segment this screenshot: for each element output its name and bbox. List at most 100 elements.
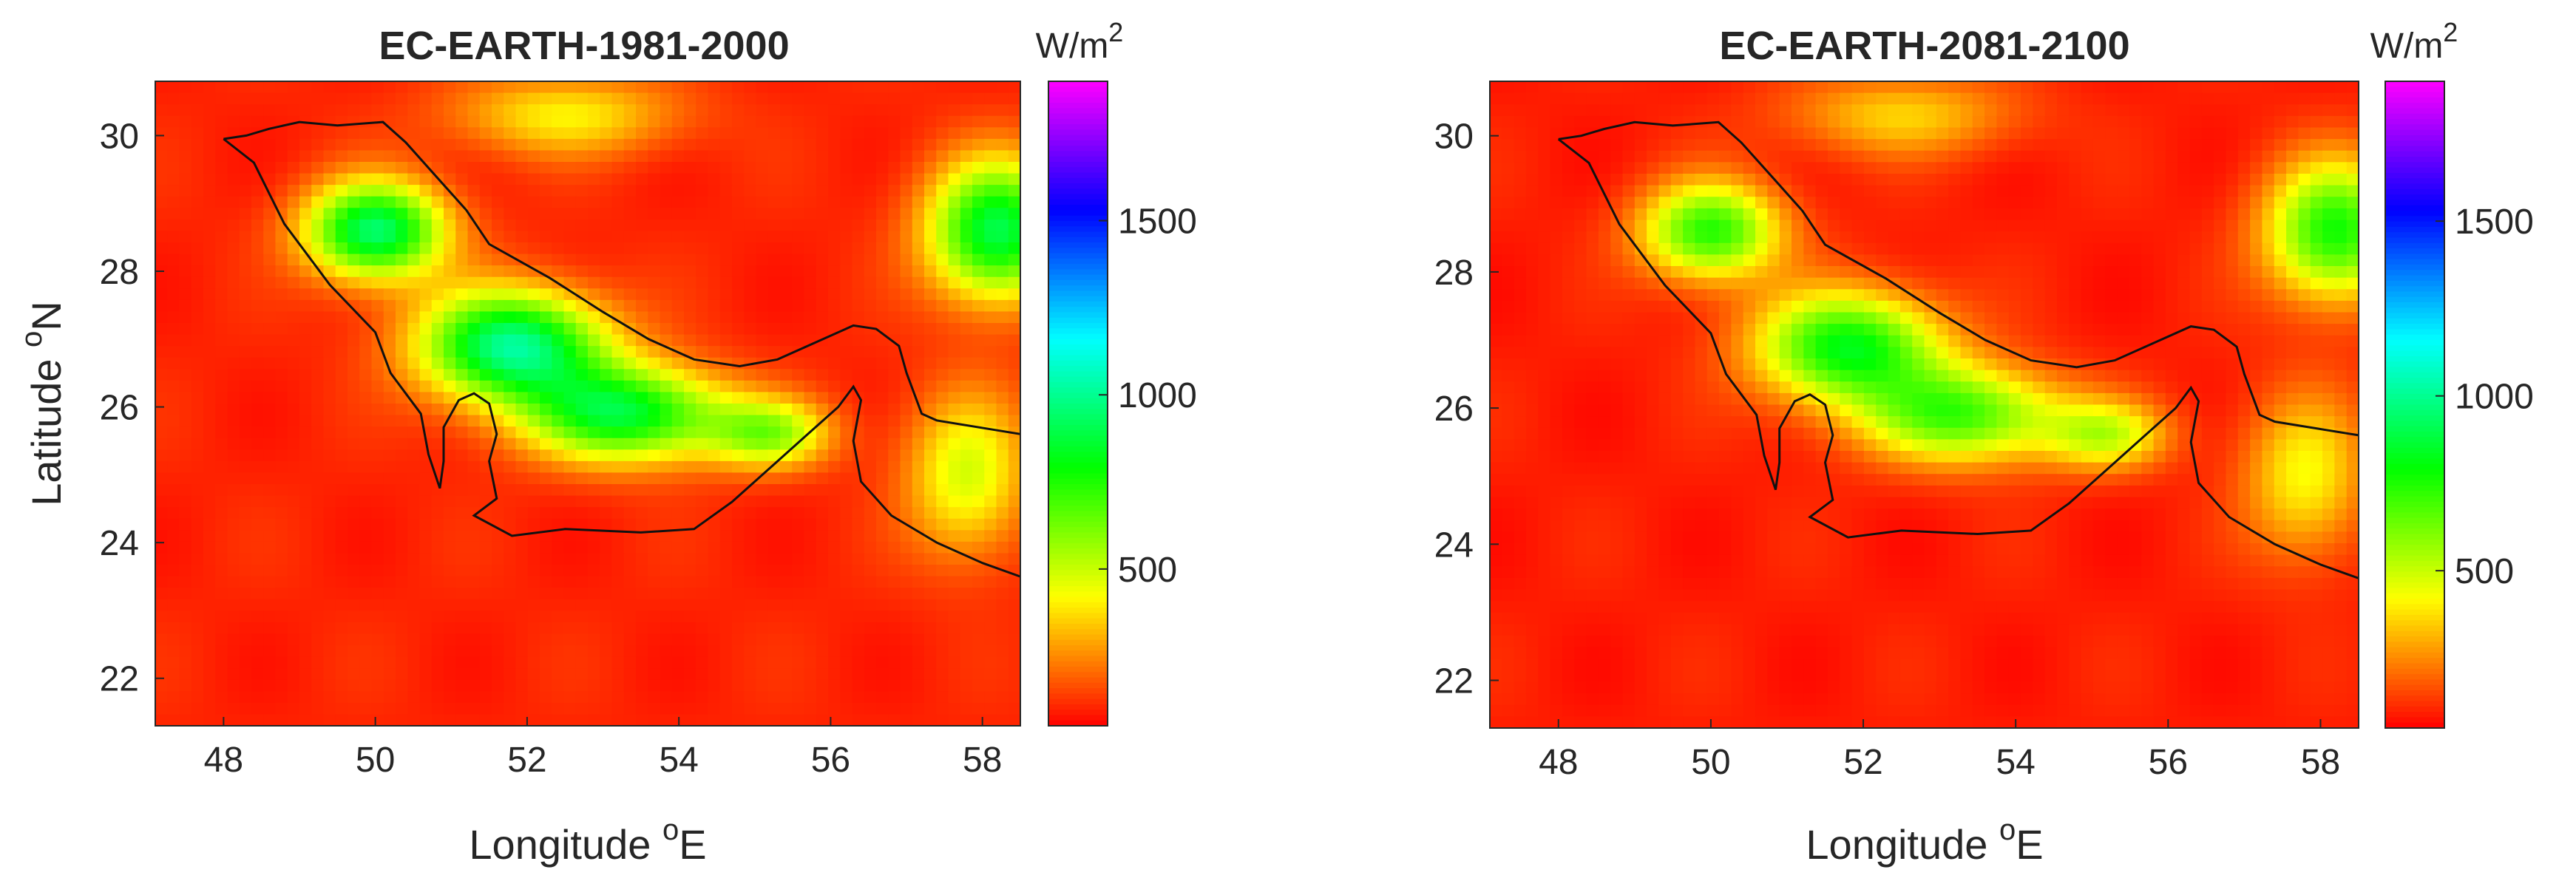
heatmap-cell (816, 311, 829, 324)
heatmap-cell (984, 288, 997, 301)
heatmap-cell (852, 311, 865, 324)
heatmap-cell (996, 610, 1009, 623)
heatmap-cell (2262, 185, 2275, 197)
heatmap-cell (311, 610, 325, 623)
heatmap-cell (359, 173, 373, 186)
heatmap-cell (155, 588, 168, 600)
heatmap-cell (828, 656, 841, 669)
heatmap-cell (804, 346, 817, 358)
heatmap-cell (275, 622, 288, 635)
heatmap-cell (1683, 92, 1696, 105)
heatmap-cell (767, 691, 781, 704)
heatmap-cell (1695, 162, 1708, 174)
heatmap-cell (515, 231, 529, 243)
heatmap-cell (323, 150, 336, 163)
panel-title: EC-EARTH-2081-2100 (1719, 24, 2129, 68)
heatmap-cell (948, 668, 961, 681)
heatmap-cell (756, 404, 769, 416)
heatmap-cell (732, 150, 745, 163)
heatmap-cell (1008, 633, 1021, 646)
heatmap-cell (299, 714, 312, 727)
heatmap-cell (600, 196, 613, 208)
heatmap-cell (1827, 174, 1840, 186)
heatmap-cell (888, 173, 901, 186)
heatmap-cell (756, 231, 769, 243)
heatmap-cell (696, 115, 709, 128)
heatmap-cell (2044, 127, 2058, 140)
heatmap-cell (227, 679, 240, 692)
heatmap-cell (984, 254, 997, 266)
heatmap-cell (636, 242, 648, 255)
heatmap-cell (299, 346, 312, 358)
heatmap-cell (504, 208, 517, 220)
heatmap-cell (996, 588, 1009, 600)
heatmap-cell (972, 576, 985, 588)
heatmap-cell (155, 162, 168, 174)
heatmap-cell (924, 346, 937, 358)
heatmap-cell (756, 518, 769, 531)
heatmap-cell (348, 691, 360, 704)
heatmap-cell (828, 599, 841, 611)
heatmap-cell (263, 484, 277, 497)
heatmap-cell (167, 357, 180, 370)
heatmap-cell (2092, 81, 2106, 94)
heatmap-cell (660, 472, 673, 485)
colorbar-swatch (1048, 559, 1108, 565)
heatmap-cell (636, 415, 648, 427)
heatmap-cell (1888, 185, 1901, 197)
heatmap-cell (431, 196, 444, 208)
heatmap-cell (552, 691, 565, 704)
heatmap-cell (155, 553, 168, 565)
heatmap-cell (996, 150, 1009, 163)
heatmap-cell (540, 553, 552, 565)
heatmap-cell (744, 346, 757, 358)
heatmap-cell (756, 553, 769, 565)
heatmap-cell (888, 346, 901, 358)
heatmap-cell (335, 265, 348, 278)
heatmap-cell (960, 265, 973, 278)
heatmap-cell (444, 460, 456, 474)
heatmap-cell (2334, 197, 2348, 209)
heatmap-cell (1670, 197, 1684, 209)
heatmap-cell (275, 576, 288, 588)
heatmap-cell (828, 438, 841, 450)
heatmap-cell (960, 185, 973, 197)
heatmap-cell (660, 714, 673, 727)
heatmap-cell (767, 127, 781, 140)
heatmap-cell (540, 127, 552, 140)
heatmap-cell (792, 288, 805, 301)
heatmap-cell (1996, 150, 2010, 163)
heatmap-cell (348, 219, 360, 232)
heatmap-cell (311, 633, 325, 646)
heatmap-cell (780, 138, 793, 152)
heatmap-cell (636, 104, 648, 117)
heatmap-cell (540, 530, 552, 542)
heatmap-cell (455, 449, 469, 462)
heatmap-cell (540, 656, 552, 669)
heatmap-cell (623, 576, 637, 588)
heatmap-cell (2033, 115, 2046, 129)
heatmap-cell (1767, 81, 1780, 94)
heatmap-cell (671, 369, 685, 381)
heatmap-cell (227, 208, 240, 220)
heatmap-cell (467, 299, 481, 313)
heatmap-cell (311, 323, 325, 336)
heatmap-cell (348, 415, 360, 427)
heatmap-cell (744, 679, 757, 692)
heatmap-cell (756, 81, 769, 94)
heatmap-cell (864, 299, 877, 313)
heatmap-cell (515, 610, 529, 623)
heatmap-cell (1876, 139, 1889, 152)
heatmap-cell (455, 208, 469, 220)
heatmap-cell (1936, 197, 1949, 209)
heatmap-cell (251, 576, 264, 588)
heatmap-cell (660, 702, 673, 715)
heatmap-cell (275, 645, 288, 658)
heatmap-cell (888, 334, 901, 347)
heatmap-cell (2298, 127, 2311, 140)
heatmap-cell (1863, 92, 1877, 105)
heatmap-cell (504, 610, 517, 623)
heatmap-cell (263, 138, 277, 152)
heatmap-cell (876, 565, 889, 577)
heatmap-cell (636, 460, 648, 474)
